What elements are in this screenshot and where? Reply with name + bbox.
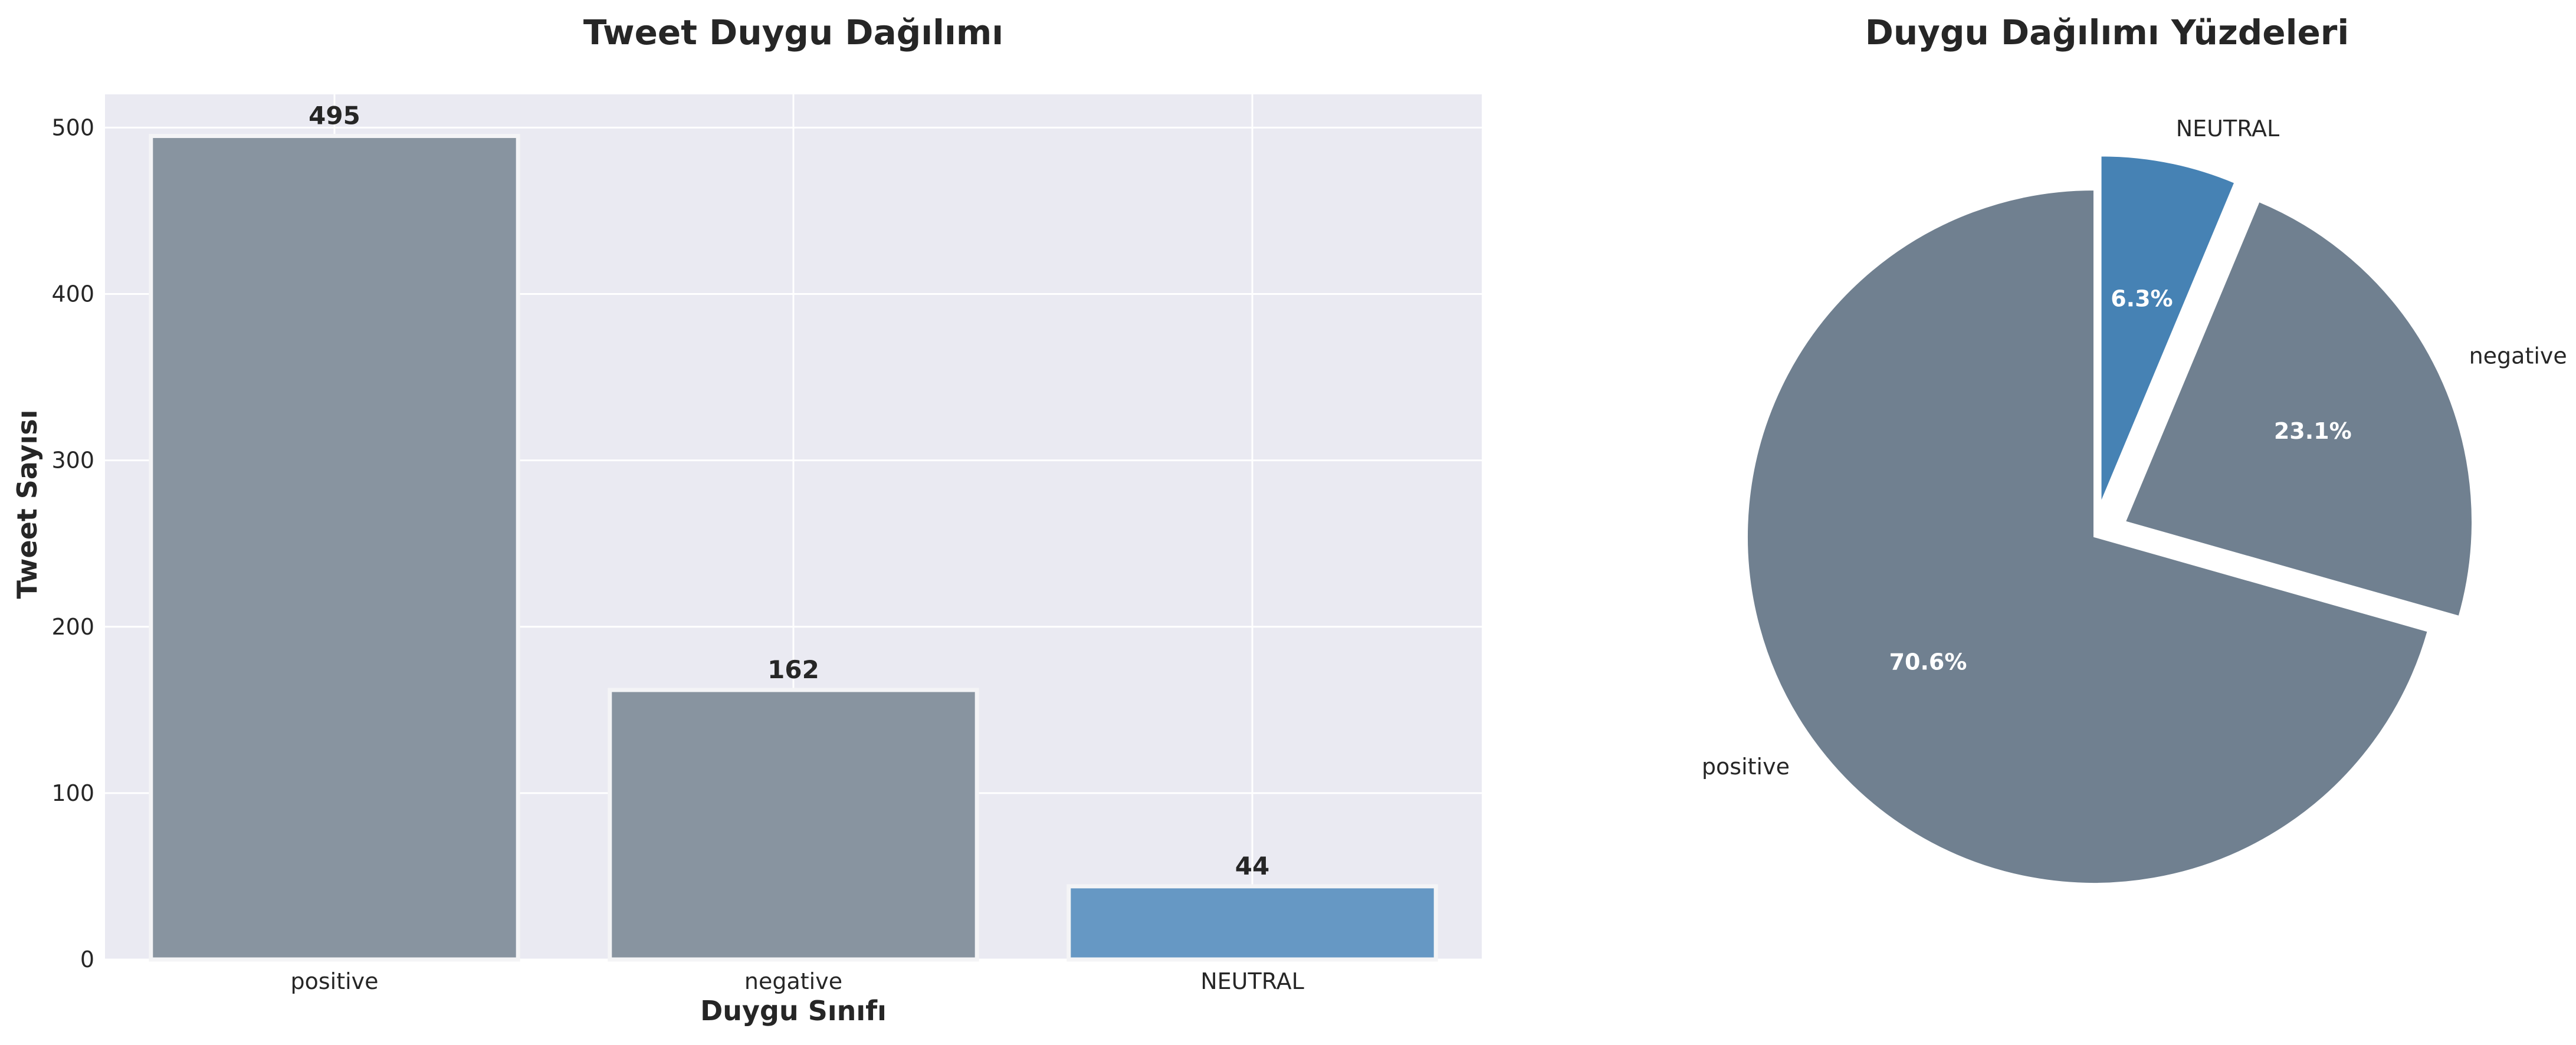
y-axis-label: Tweet Sayısı: [11, 410, 43, 599]
y-tick-label: 100: [51, 780, 94, 806]
pie-slice-negative: [2124, 201, 2473, 617]
bar-value-label: 162: [767, 655, 819, 684]
y-tick-label: 0: [80, 947, 94, 972]
pie-percent-label: 6.3%: [2111, 285, 2173, 311]
x-tick-label: NEUTRAL: [1200, 968, 1304, 994]
bar-data-labels: 495 162 44: [309, 101, 1269, 880]
pie-chart: Duygu Dağılımı Yüzdeleri NEUTRAL negative…: [1702, 12, 2567, 884]
y-axis-ticks: 0 100 200 300 400 500: [51, 114, 94, 972]
bar-series: [149, 134, 1438, 962]
x-tick-label: positive: [290, 968, 378, 994]
pie-slice-labels: NEUTRAL negative positive: [1702, 116, 2567, 780]
pie-slice-positive: [1746, 189, 2429, 884]
pie-percent-label: 70.6%: [1889, 649, 1967, 675]
bar-chart: Tweet Duygu Dağılımı 0 100 200 300 400 500 po…: [11, 12, 1482, 1027]
pie-percent-labels: 6.3% 23.1% 70.6%: [1889, 285, 2352, 675]
x-axis-ticks: positive negative NEUTRAL: [290, 968, 1304, 994]
x-axis-label: Duygu Sınıfı: [700, 995, 887, 1027]
pie-slice-neutral: [2100, 155, 2236, 503]
bar-value-label: 495: [309, 101, 360, 130]
bar-value-label: 44: [1235, 852, 1269, 880]
pie-slices: [1746, 155, 2473, 884]
bar-negative: [608, 688, 979, 962]
bar-chart-title: Tweet Duygu Dağılımı: [583, 12, 1003, 52]
y-tick-label: 200: [51, 614, 94, 640]
x-tick-label: negative: [744, 968, 842, 994]
pie-slice-label: negative: [2469, 343, 2567, 369]
bar-positive: [149, 134, 520, 962]
pie-slice-label: positive: [1702, 754, 1790, 780]
y-tick-label: 400: [51, 281, 94, 307]
pie-chart-title: Duygu Dağılımı Yüzdeleri: [1865, 12, 2349, 52]
bar-neutral: [1067, 884, 1438, 962]
y-tick-label: 300: [51, 448, 94, 474]
y-tick-label: 500: [51, 114, 94, 140]
pie-percent-label: 23.1%: [2274, 418, 2352, 444]
pie-slice-label: NEUTRAL: [2176, 116, 2280, 142]
